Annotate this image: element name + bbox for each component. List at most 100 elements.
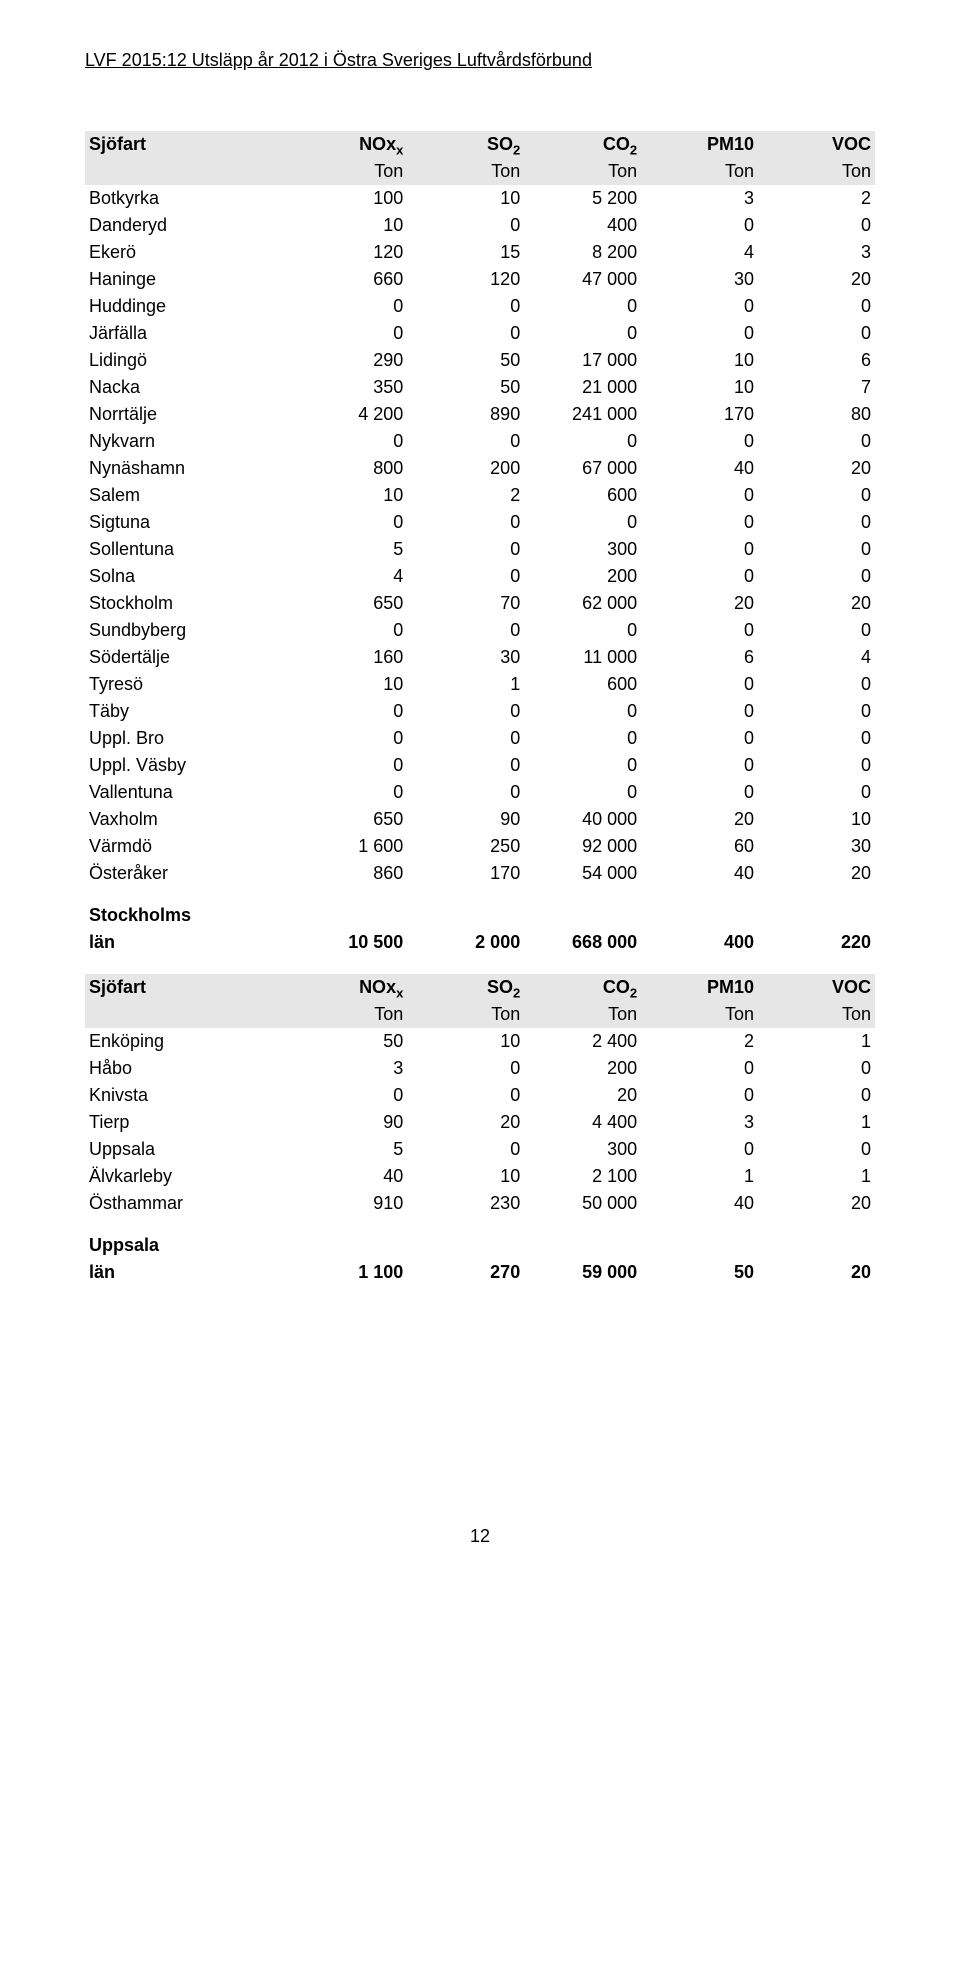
data-cell: 3 — [641, 185, 758, 212]
data-cell: 4 400 — [524, 1109, 641, 1136]
data-cell: 350 — [290, 374, 407, 401]
data-cell: 2 100 — [524, 1163, 641, 1190]
data-cell: 90 — [290, 1109, 407, 1136]
data-cell: 15 — [407, 239, 524, 266]
data-cell: 50 — [407, 374, 524, 401]
data-cell: 3 — [290, 1055, 407, 1082]
data-cell: 40 — [290, 1163, 407, 1190]
data-cell: 0 — [524, 779, 641, 806]
data-cell: 400 — [524, 212, 641, 239]
data-cell: 241 000 — [524, 401, 641, 428]
unit-cell: Ton — [641, 1001, 758, 1028]
table-row: Knivsta002000 — [85, 1082, 875, 1109]
table-row: Nynäshamn80020067 0004020 — [85, 455, 875, 482]
row-label: Salem — [85, 482, 290, 509]
col-header: CO2 — [524, 974, 641, 1001]
data-cell: 0 — [524, 428, 641, 455]
data-cell: 0 — [290, 1082, 407, 1109]
table-row: Nacka3505021 000107 — [85, 374, 875, 401]
table-row: Botkyrka100105 20032 — [85, 185, 875, 212]
row-label: Nynäshamn — [85, 455, 290, 482]
row-label: Huddinge — [85, 293, 290, 320]
summary-cell: 270 — [407, 1259, 524, 1286]
data-cell: 11 000 — [524, 644, 641, 671]
data-cell: 20 — [758, 1190, 875, 1217]
data-cell: 40 000 — [524, 806, 641, 833]
summary-label: Stockholms — [85, 887, 290, 929]
data-cell: 0 — [407, 779, 524, 806]
data-cell: 910 — [290, 1190, 407, 1217]
data-cell: 0 — [290, 509, 407, 536]
data-cell: 20 — [758, 455, 875, 482]
data-cell: 10 — [641, 347, 758, 374]
row-label: Älvkarleby — [85, 1163, 290, 1190]
table-row: Sollentuna5030000 — [85, 536, 875, 563]
summary-label: län — [85, 929, 290, 956]
row-label: Norrtälje — [85, 401, 290, 428]
unit-row: Ton Ton Ton Ton Ton — [85, 1001, 875, 1028]
data-cell: 170 — [641, 401, 758, 428]
data-cell: 200 — [524, 1055, 641, 1082]
data-cell: 6 — [641, 644, 758, 671]
data-cell: 0 — [758, 428, 875, 455]
data-cell: 650 — [290, 590, 407, 617]
data-cell: 0 — [290, 320, 407, 347]
data-cell: 250 — [407, 833, 524, 860]
data-cell: 890 — [407, 401, 524, 428]
data-cell: 67 000 — [524, 455, 641, 482]
table-row: Ekerö120158 20043 — [85, 239, 875, 266]
table-row: Sundbyberg00000 — [85, 617, 875, 644]
data-cell: 0 — [641, 212, 758, 239]
summary-row-l1: Stockholms — [85, 887, 875, 929]
table-row: Täby00000 — [85, 698, 875, 725]
data-cell: 0 — [524, 725, 641, 752]
row-label: Uppl. Bro — [85, 725, 290, 752]
data-cell: 47 000 — [524, 266, 641, 293]
data-cell: 17 000 — [524, 347, 641, 374]
data-cell: 80 — [758, 401, 875, 428]
table-row: Danderyd10040000 — [85, 212, 875, 239]
data-cell: 0 — [290, 698, 407, 725]
row-label: Värmdö — [85, 833, 290, 860]
data-cell: 10 — [407, 1163, 524, 1190]
table-row: Tierp90204 40031 — [85, 1109, 875, 1136]
data-cell: 50 — [290, 1028, 407, 1055]
table-row: Södertälje1603011 00064 — [85, 644, 875, 671]
table-row: Tyresö10160000 — [85, 671, 875, 698]
col-header: VOC — [758, 974, 875, 1001]
data-cell: 0 — [641, 1082, 758, 1109]
data-cell: 2 — [758, 185, 875, 212]
summary-cell: 668 000 — [524, 929, 641, 956]
data-cell: 60 — [641, 833, 758, 860]
data-cell: 0 — [641, 752, 758, 779]
row-label: Danderyd — [85, 212, 290, 239]
data-cell: 20 — [641, 806, 758, 833]
table-row: Solna4020000 — [85, 563, 875, 590]
data-cell: 300 — [524, 1136, 641, 1163]
row-label: Sollentuna — [85, 536, 290, 563]
data-cell: 0 — [758, 293, 875, 320]
data-cell: 0 — [758, 1136, 875, 1163]
row-label: Botkyrka — [85, 185, 290, 212]
data-cell: 10 — [641, 374, 758, 401]
data-cell: 1 — [641, 1163, 758, 1190]
table-row: Lidingö2905017 000106 — [85, 347, 875, 374]
table-row: Norrtälje4 200890241 00017080 — [85, 401, 875, 428]
data-cell: 0 — [641, 563, 758, 590]
row-label: Enköping — [85, 1028, 290, 1055]
data-cell: 3 — [758, 239, 875, 266]
data-cell: 600 — [524, 671, 641, 698]
data-cell: 20 — [758, 860, 875, 887]
table-row: Håbo3020000 — [85, 1055, 875, 1082]
summary-cell: 20 — [758, 1259, 875, 1286]
table-row: Värmdö1 60025092 0006030 — [85, 833, 875, 860]
data-cell: 1 — [758, 1028, 875, 1055]
data-cell: 0 — [407, 428, 524, 455]
data-cell: 0 — [407, 212, 524, 239]
table-row: Östhammar91023050 0004020 — [85, 1190, 875, 1217]
data-cell: 0 — [407, 725, 524, 752]
data-cell: 20 — [524, 1082, 641, 1109]
data-cell: 120 — [290, 239, 407, 266]
data-cell: 0 — [758, 482, 875, 509]
unit-cell: Ton — [524, 158, 641, 185]
